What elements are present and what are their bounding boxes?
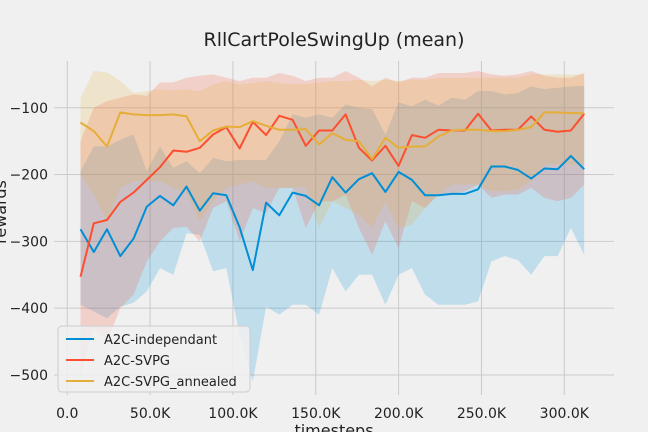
y-tick-label: −400 [10, 301, 48, 317]
band-series-3 [80, 71, 585, 228]
y-axis-ticks: −500 −400 −300 −200 −100 [10, 101, 48, 384]
x-tick-label: 0.0 [56, 406, 78, 422]
confidence-bands [80, 71, 585, 382]
band-series-2 [80, 71, 585, 375]
line-series-3 [79, 111, 585, 161]
x-axis-label: timesteps [294, 421, 373, 432]
x-tick-label: 300.0K [540, 406, 590, 422]
line-series-2 [79, 112, 585, 278]
x-tick-label: 100.0K [208, 406, 258, 422]
legend: A2C-independant A2C-SVPG A2C-SVPG_annealed [57, 325, 251, 393]
chart-title: RllCartPoleSwingUp (mean) [204, 29, 465, 51]
x-tick-label: 200.0K [374, 406, 424, 422]
x-tick-label: 250.0K [457, 406, 507, 422]
legend-label-3: A2C-SVPG_annealed [104, 375, 237, 390]
line-series-1 [79, 154, 585, 272]
y-axis-label: rewards [0, 180, 10, 244]
series-lines [79, 111, 585, 278]
y-tick-label: −500 [10, 368, 48, 384]
legend-label-1: A2C-independant [104, 333, 217, 348]
x-axis-ticks: 0.0 50.0K 100.0K 150.0K 200.0K 250.0K 300.0K [56, 406, 590, 422]
legend-label-2: A2C-SVPG [104, 354, 170, 369]
x-tick-label: 50.0K [130, 406, 171, 422]
legend-box [57, 325, 251, 393]
x-tick-label: 150.0K [291, 406, 341, 422]
y-tick-label: −200 [10, 168, 48, 184]
band-series-1 [80, 85, 585, 382]
y-tick-label: −300 [10, 234, 48, 250]
y-tick-label: −100 [10, 101, 48, 117]
